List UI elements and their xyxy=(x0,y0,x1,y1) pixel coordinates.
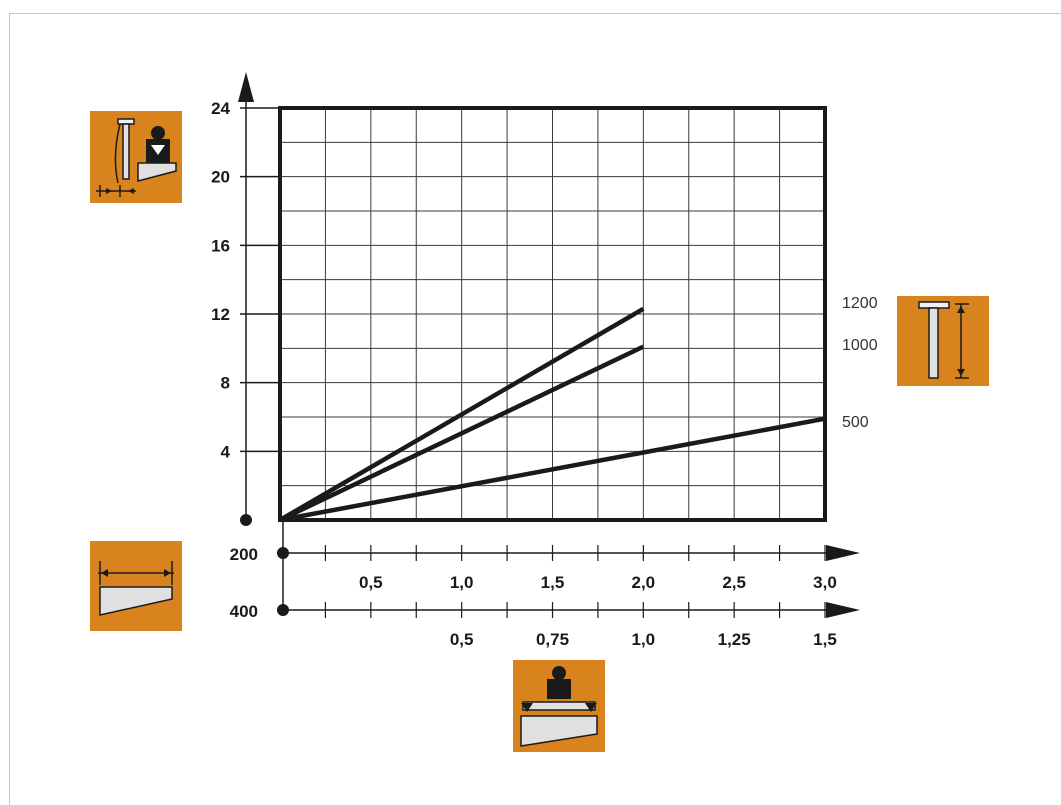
x-tick-label: 0,75 xyxy=(536,630,569,649)
y-tick-label: 4 xyxy=(221,442,231,461)
y-tick-label: 20 xyxy=(211,168,230,187)
y-tick-label: 12 xyxy=(211,305,230,324)
wedge-load-icon xyxy=(513,660,605,752)
y-tick-label: 24 xyxy=(211,99,230,118)
series-line-1000 xyxy=(279,344,645,523)
series-label-500: 500 xyxy=(842,414,869,431)
x-tick-label: 1,25 xyxy=(718,630,751,649)
x-tick-label: 1,0 xyxy=(632,630,656,649)
x-tick-label: 1,0 xyxy=(450,573,474,592)
x-tick-label: 0,5 xyxy=(359,573,383,592)
series-line-500 xyxy=(279,416,826,523)
post-height-icon xyxy=(897,296,989,386)
x-tick-label: 1,5 xyxy=(813,630,837,649)
figure-frame xyxy=(9,13,1061,805)
series-label-1200: 1200 xyxy=(842,295,878,312)
y-axis-arrow xyxy=(238,72,254,102)
deflection-load-icon xyxy=(90,111,182,203)
y-axis-origin-dot xyxy=(240,514,252,526)
x-axis-arrow xyxy=(826,545,860,561)
grid xyxy=(280,108,825,520)
series-label-1000: 1000 xyxy=(842,337,878,354)
axes xyxy=(238,72,860,618)
x-tick-label: 1,5 xyxy=(541,573,565,592)
x-tick-label: 2,5 xyxy=(722,573,746,592)
y-tick-label: 8 xyxy=(221,374,230,393)
y-tick-label: 16 xyxy=(211,236,230,255)
series-line-1200 xyxy=(278,306,645,522)
plot-frame xyxy=(278,106,827,522)
labels: 4 8 12 16 20 24 200 0,5 1,0 1,5 2,0 2,5 3,0 400 0,5 0,7… xyxy=(211,99,878,649)
x-axis-arrow xyxy=(826,602,860,618)
x-tick-label: 0,5 xyxy=(450,630,474,649)
x-tick-label: 2,0 xyxy=(632,573,656,592)
x-axis-side-label: 200 xyxy=(230,545,258,564)
x-tick-label: 3,0 xyxy=(813,573,837,592)
x-axis-side-label: 400 xyxy=(230,602,258,621)
wedge-width-icon xyxy=(90,541,182,631)
series-lines xyxy=(278,306,826,523)
